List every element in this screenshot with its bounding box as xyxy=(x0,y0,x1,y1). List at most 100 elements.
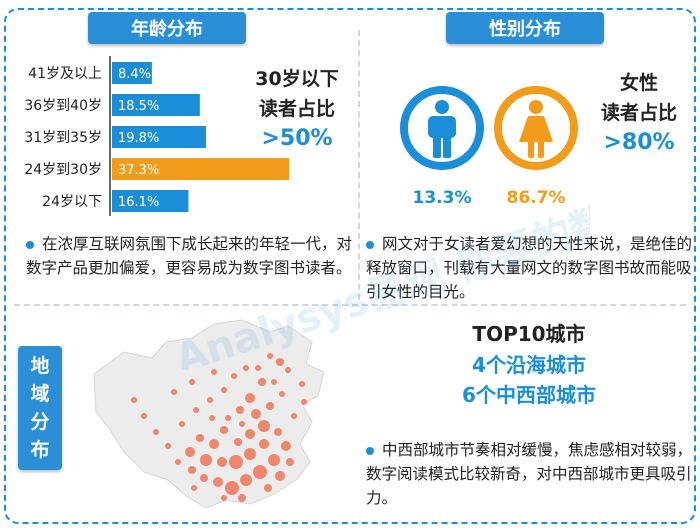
category-label: 41岁及以上 xyxy=(28,66,102,82)
bar-value-label: 16.1% xyxy=(118,195,159,210)
city-dot xyxy=(279,391,285,397)
city-dot xyxy=(267,353,273,359)
city-dot xyxy=(281,441,291,451)
category-label: 31岁到35岁 xyxy=(24,130,102,146)
region-section-title: 地域分布 xyxy=(18,346,62,470)
city-dot xyxy=(141,413,147,419)
city-dot xyxy=(259,439,269,449)
city-dot xyxy=(213,477,223,487)
city-dot xyxy=(245,429,255,439)
vertical-divider xyxy=(358,30,360,300)
bar-value-label: 8.4% xyxy=(118,67,151,82)
city-dot xyxy=(191,485,197,491)
horizontal-divider xyxy=(14,304,686,306)
city-dot xyxy=(179,421,185,427)
bullet-icon xyxy=(366,240,374,249)
city-dot xyxy=(301,399,307,405)
city-dot xyxy=(239,421,245,427)
female-percent: 86.7% xyxy=(506,188,566,208)
city-dot xyxy=(188,466,196,474)
age-note-highlight: >50% xyxy=(261,126,333,151)
gender-description: 网文对于女读者爱幻想的天性来说，是绝佳的释放窗口，刊载有大量网文的数字图书故而能… xyxy=(366,232,692,304)
category-label: 36岁到40岁 xyxy=(24,98,102,114)
city-dot xyxy=(189,379,195,385)
age-note-line2: 读者占比 xyxy=(258,98,335,120)
category-label: 24岁到30岁 xyxy=(24,162,102,178)
bar-value-label: 19.8% xyxy=(118,131,159,146)
gender-note: 女性 读者占比 >80% xyxy=(584,68,694,158)
age-note: 30岁以下 读者占比 >50% xyxy=(242,64,352,154)
city-dots xyxy=(131,353,307,502)
city-dot xyxy=(244,448,256,460)
city-dot xyxy=(258,378,266,386)
top10-box: TOP10城市 4个沿海城市 6个中西部城市 xyxy=(422,318,636,410)
bar xyxy=(112,94,200,116)
male-percent: 13.3% xyxy=(412,188,472,208)
gender-note-highlight: >80% xyxy=(603,130,675,155)
city-dot xyxy=(268,454,280,466)
category-label: 24岁以下 xyxy=(42,194,102,210)
city-dot xyxy=(251,409,261,419)
gender-description-text: 网文对于女读者爱幻想的天性来说，是绝佳的释放窗口，刊载有大量网文的数字图书故而能… xyxy=(366,235,693,301)
city-dot xyxy=(175,459,181,465)
region-description-text: 中西部城市节奏相对缓慢，焦虑感相对较弱，数字阅读模式比较新奇，对中西部城市更具吸… xyxy=(366,441,693,507)
city-dot xyxy=(209,415,215,421)
city-dot xyxy=(274,428,282,436)
city-dot xyxy=(266,402,274,410)
city-dot xyxy=(225,481,239,495)
city-dot xyxy=(275,471,285,481)
city-dot xyxy=(221,495,227,501)
age-note-line1: 30岁以下 xyxy=(255,68,339,90)
city-dot xyxy=(131,397,137,403)
city-dot xyxy=(207,397,213,403)
city-dot xyxy=(231,373,237,379)
region-description: 中西部城市节奏相对缓慢，焦虑感相对较弱，数字阅读模式比较新奇，对中西部城市更具吸… xyxy=(366,438,692,510)
age-description-text: 在浓厚互联网氛围下成长起来的年轻一代，对数字产品更加偏爱，更容易成为数字图书读者… xyxy=(26,235,353,277)
gender-note-line1: 女性 xyxy=(619,72,658,94)
city-dot xyxy=(200,474,208,482)
top10-coastal: 4个沿海城市 xyxy=(472,353,586,377)
city-dot xyxy=(234,438,242,446)
city-dot xyxy=(229,455,243,469)
bar-value-label: 37.3% xyxy=(118,163,159,178)
city-dot xyxy=(225,415,231,421)
male-person-icon xyxy=(428,100,456,158)
top10-title: TOP10城市 xyxy=(472,322,586,346)
city-dot xyxy=(221,387,227,393)
age-description: 在浓厚互联网氛围下成长起来的年轻一代，对数字产品更加偏爱，更容易成为数字图书读者… xyxy=(26,232,352,280)
bar xyxy=(112,62,152,84)
outer-frame xyxy=(4,8,696,524)
city-dot xyxy=(240,474,252,486)
bar xyxy=(112,158,290,180)
city-dot xyxy=(217,457,227,467)
bullet-icon xyxy=(26,240,34,249)
city-dot xyxy=(245,393,255,403)
city-dot xyxy=(243,365,249,371)
city-dot xyxy=(258,420,270,432)
gender-note-line2: 读者占比 xyxy=(600,102,677,124)
city-dot xyxy=(276,358,284,366)
city-dot xyxy=(238,494,246,502)
city-dot xyxy=(286,458,294,466)
city-dot xyxy=(271,379,277,385)
female-person-icon xyxy=(519,100,553,158)
bullet-icon xyxy=(366,446,374,455)
bar-value-label: 18.5% xyxy=(118,99,159,114)
city-dot xyxy=(255,365,261,371)
city-dot xyxy=(196,434,204,442)
china-map-icon xyxy=(93,319,325,509)
city-dot xyxy=(209,439,219,449)
male-circle xyxy=(400,86,484,170)
gender-section-title: 性别分布 xyxy=(446,12,604,44)
city-dot xyxy=(291,413,297,419)
city-dot xyxy=(220,426,228,434)
city-dot xyxy=(193,407,199,413)
bar xyxy=(112,190,189,212)
city-dot xyxy=(171,389,177,395)
city-dot xyxy=(211,369,217,375)
city-dot xyxy=(299,381,305,387)
city-dot xyxy=(285,367,291,373)
city-dot xyxy=(165,443,171,449)
city-dot xyxy=(185,447,195,457)
city-dot xyxy=(253,465,267,479)
